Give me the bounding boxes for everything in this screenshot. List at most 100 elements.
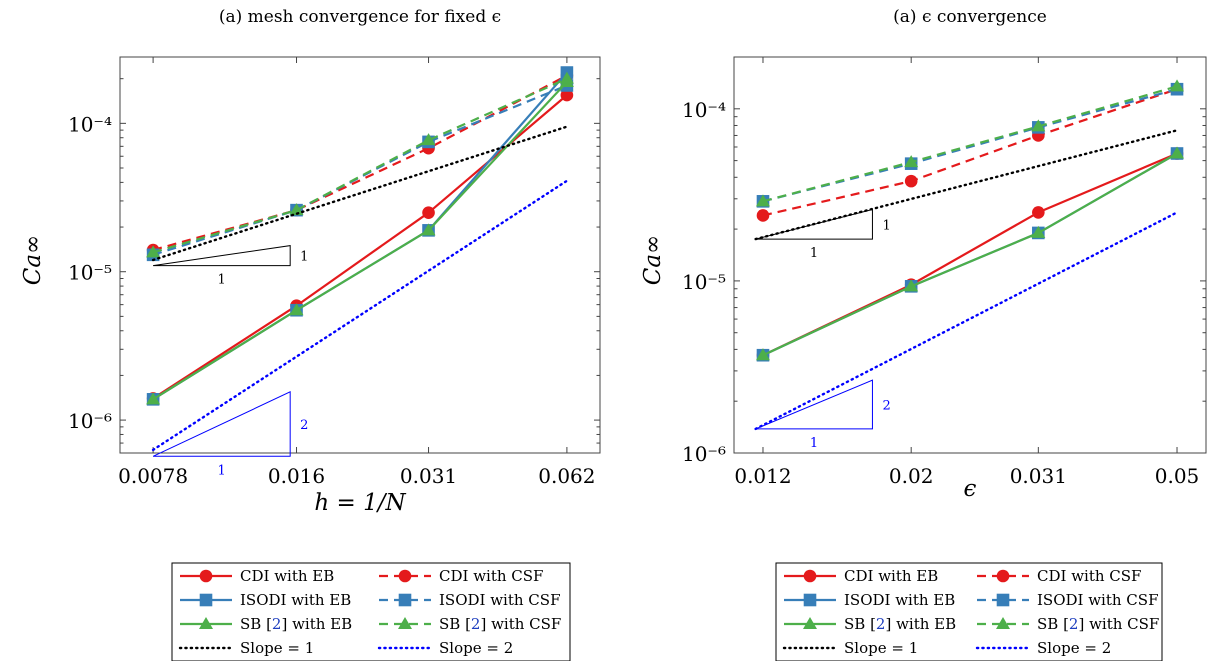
legend-marker-circle	[199, 569, 213, 583]
data-point-triangle	[146, 392, 161, 405]
series-line	[754, 129, 1179, 241]
x-tick-label: 0.031	[400, 464, 457, 488]
series-line	[152, 74, 568, 252]
series-line	[762, 88, 1178, 217]
data-point-circle	[1032, 206, 1045, 219]
y-tick-label: 10⁻⁴	[682, 98, 726, 122]
data-point-triangle	[1031, 225, 1046, 238]
legend-label: Slope = 2	[1037, 639, 1111, 657]
legend-marker-triangle	[199, 617, 213, 629]
legend-label: ISODI with CSF	[439, 591, 560, 609]
legend-marker-square	[199, 593, 213, 607]
legend-marker-square	[803, 593, 817, 607]
slope-triangle-rise-label: 1	[882, 218, 890, 233]
data-point-triangle	[1170, 146, 1185, 159]
series-line	[152, 84, 568, 256]
legend-label: SB [2] with EB	[240, 615, 352, 633]
data-point-triangle	[421, 223, 436, 236]
data-point-circle	[422, 206, 435, 219]
data-point-triangle	[904, 279, 919, 292]
legend-label: Slope = 2	[439, 639, 513, 657]
legend-marker-square	[398, 593, 412, 607]
x-tick-label: 0.012	[734, 464, 791, 488]
data-point-triangle	[559, 71, 574, 84]
y-axis-label: Ca∞	[20, 235, 46, 285]
slope-triangle-rise-label: 2	[882, 399, 890, 414]
legend-marker-triangle	[996, 617, 1010, 629]
legend-marker-triangle	[803, 617, 817, 629]
series-line	[152, 77, 568, 254]
y-tick-label: 10⁻⁵	[68, 261, 112, 285]
legend-label: SB [2] with CSF	[439, 615, 561, 633]
x-tick-label: 0.031	[1010, 464, 1067, 488]
series-line	[151, 125, 569, 262]
x-axis-label: h = 1/N	[314, 490, 406, 516]
legend-label: CDI with EB	[844, 567, 938, 585]
legend-label: SB [2] with CSF	[1037, 615, 1159, 633]
legend-label: SB [2] with EB	[844, 615, 956, 633]
plots-layer: (a) mesh convergence for fixed ϵ 10⁻⁶ 10⁻⁵…	[20, 7, 1207, 661]
plot-frame	[119, 56, 601, 454]
legend-marker-circle	[996, 569, 1010, 583]
y-tick-label: 10⁻⁶	[682, 442, 726, 466]
y-tick-label: 10⁻⁵	[682, 270, 726, 294]
legend-marker-triangle	[398, 617, 412, 629]
legend-marker-circle	[398, 569, 412, 583]
legend: CDI with EB CDI with CSF ISODI with EB ISOD…	[775, 562, 1163, 661]
legend-label: Slope = 1	[240, 639, 314, 657]
legend-label: ISODI with EB	[844, 591, 955, 609]
data-point-circle	[756, 209, 770, 222]
plot-frame	[733, 56, 1207, 454]
data-point-triangle	[289, 303, 304, 316]
y-tick-label: 10⁻⁶	[68, 409, 112, 433]
slope-triangle-rise-label: 2	[300, 418, 308, 433]
series-line	[762, 85, 1178, 203]
legend-label: CDI with CSF	[439, 567, 543, 585]
data-point-triangle	[1031, 119, 1046, 132]
y-tick-label: 10⁻⁴	[68, 112, 112, 136]
chart-title: (a) mesh convergence for fixed ϵ	[219, 7, 501, 27]
x-tick-label: 0.02	[889, 464, 934, 488]
slope-triangle	[152, 391, 291, 457]
x-axis-label: ϵ	[964, 476, 977, 502]
legend: CDI with EB CDI with CSF ISODI with EB ISOD…	[171, 562, 571, 661]
data-point-triangle	[1170, 79, 1185, 92]
x-tick-label: 0.016	[268, 464, 325, 488]
slope-triangle-run-label: 1	[218, 273, 226, 288]
slope-triangle-run-label: 1	[218, 463, 226, 478]
chart-title: (a) ϵ convergence	[893, 7, 1047, 27]
data-point-circle	[560, 88, 574, 102]
chart-panel-1: (a) mesh convergence for fixed ϵ 10⁻⁶ 10⁻⁵…	[20, 7, 601, 661]
data-point-triangle	[146, 245, 161, 258]
x-tick-label: 0.0078	[118, 464, 188, 488]
slope-triangle-run-label: 1	[810, 246, 818, 261]
data-point-triangle	[904, 155, 919, 168]
chart-panel-2: (a) ϵ convergence 10⁻⁶ 10⁻⁵ 10⁻⁴ 0.012 0.02 0.…	[640, 7, 1207, 661]
legend-box	[775, 562, 1163, 661]
series-line	[152, 81, 568, 401]
legend-label: Slope = 1	[844, 639, 918, 657]
series-line	[754, 211, 1179, 431]
data-point-triangle	[755, 348, 770, 361]
slope-triangle	[755, 379, 873, 430]
data-point-triangle	[421, 133, 436, 146]
legend-marker-square	[996, 593, 1010, 607]
legend-label: ISODI with CSF	[1037, 591, 1158, 609]
slope-triangle-run-label: 1	[810, 436, 818, 451]
series-line	[151, 179, 569, 452]
slope-triangle-rise-label: 1	[300, 250, 308, 265]
legend-box	[171, 562, 571, 661]
legend-label: CDI with CSF	[1037, 567, 1141, 585]
legend-label: ISODI with EB	[240, 591, 351, 609]
legend-label: CDI with EB	[240, 567, 334, 585]
series-line	[762, 152, 1178, 357]
slope-triangle	[153, 245, 291, 267]
x-tick-label: 0.05	[1155, 464, 1200, 488]
y-axis-label: Ca∞	[640, 235, 666, 285]
series-line	[152, 94, 568, 400]
x-tick-label: 0.062	[538, 464, 595, 488]
legend-marker-circle	[803, 569, 817, 583]
data-point-triangle	[289, 203, 304, 216]
data-point-circle	[904, 174, 918, 188]
